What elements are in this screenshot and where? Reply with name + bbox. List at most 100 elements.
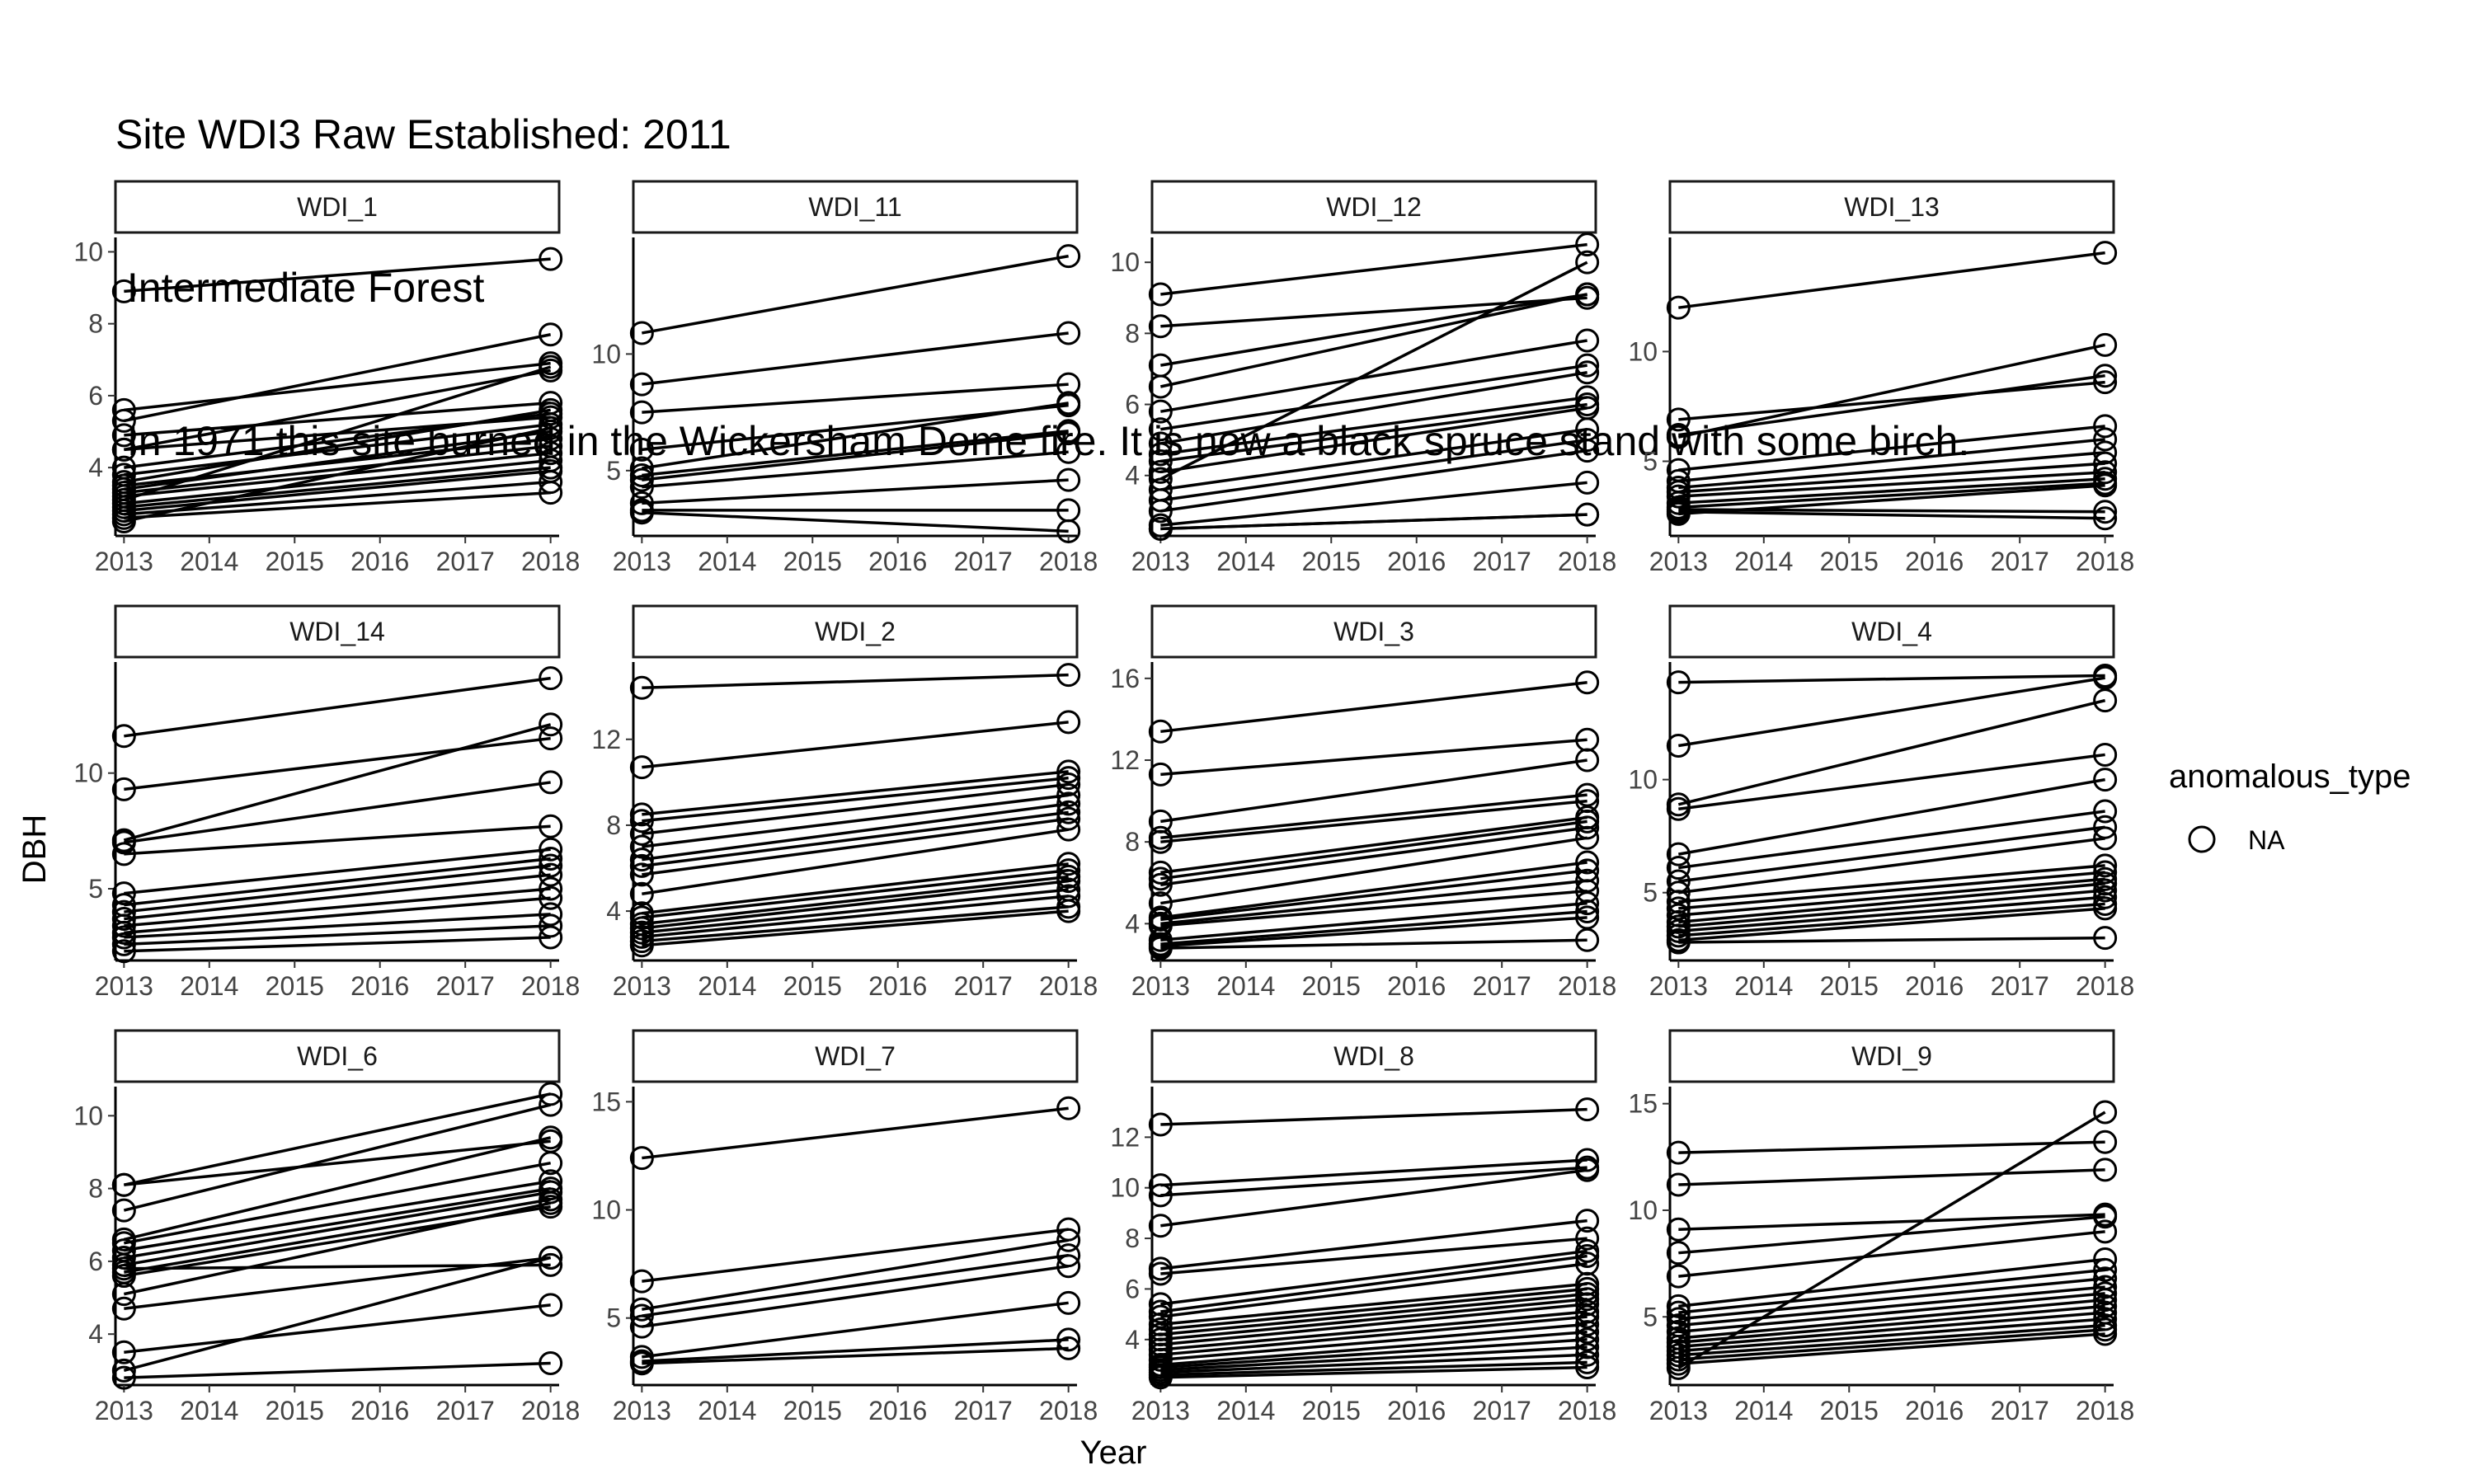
series-line <box>642 793 1069 848</box>
x-tick-label: 2013 <box>95 547 153 576</box>
series-line <box>1678 1328 2105 1361</box>
series-line <box>1160 293 1587 367</box>
data-point <box>1056 1336 1081 1360</box>
series-line <box>1678 373 2105 437</box>
data-point <box>1575 1226 1600 1251</box>
data-point <box>1575 1209 1600 1233</box>
series-line <box>1160 438 1587 502</box>
data-point <box>1666 930 1691 955</box>
x-tick-label: 2013 <box>613 971 671 1001</box>
data-point <box>2093 414 2118 439</box>
series-line <box>124 936 551 953</box>
data-point <box>1666 856 1691 881</box>
series-line <box>642 888 1069 934</box>
data-point <box>1666 501 1691 526</box>
data-point <box>1575 1342 1600 1367</box>
data-point <box>539 1092 563 1117</box>
series-line <box>123 426 552 524</box>
series-line <box>1160 799 1587 843</box>
series-line <box>1678 902 2105 937</box>
data-point <box>1666 1241 1691 1266</box>
series-line <box>124 913 551 939</box>
data-point <box>1148 1261 1173 1286</box>
series-line <box>642 862 1069 915</box>
data-point <box>539 1351 563 1376</box>
series-line <box>1159 293 1588 388</box>
x-tick-label: 2014 <box>1734 547 1793 576</box>
data-point <box>539 1180 563 1205</box>
data-point <box>2093 332 2118 357</box>
series-line <box>124 491 551 519</box>
series-line <box>123 1201 552 1296</box>
series-line <box>123 333 552 423</box>
x-tick-label: 2014 <box>180 547 238 576</box>
x-tick-label: 2013 <box>1649 1396 1708 1425</box>
data-point <box>1056 391 1081 416</box>
panel-wdi-11: WDI_11 2013 2014 2015 2016 2017 2018 5 10 <box>591 180 1098 576</box>
series-line <box>642 817 1069 876</box>
y-tick-label: 6 <box>88 1247 103 1276</box>
series-line <box>642 895 1069 939</box>
data-point <box>1056 806 1081 831</box>
data-point <box>1666 425 1691 449</box>
x-tick-label: 2016 <box>1905 1396 1964 1425</box>
data-point <box>539 902 563 927</box>
data-point <box>2093 742 2118 767</box>
data-point <box>2093 688 2118 713</box>
series-line <box>1160 1249 1587 1306</box>
data-point <box>2093 241 2118 265</box>
x-tick-label: 2017 <box>954 547 1013 576</box>
x-tick-label: 2018 <box>1558 547 1616 576</box>
series-line <box>1160 1315 1587 1356</box>
series-line <box>1160 819 1587 881</box>
series-line <box>124 1190 551 1267</box>
series-line <box>1160 402 1587 463</box>
data-point <box>111 1365 136 1390</box>
series-line <box>1160 861 1587 919</box>
panel-wdi-1: WDI_1 2013 2014 2015 2016 2017 2018 4 6 8 10 <box>73 180 580 576</box>
x-tick-label: 2013 <box>613 547 671 576</box>
series-line <box>642 1106 1069 1160</box>
data-point <box>2093 1158 2118 1182</box>
data-point <box>539 322 563 347</box>
data-point <box>1056 244 1081 269</box>
series-line <box>1160 1254 1587 1313</box>
x-tick-label: 2017 <box>436 1396 495 1425</box>
data-point <box>629 848 654 872</box>
data-point <box>629 1314 654 1339</box>
series-line <box>123 1256 552 1373</box>
strip-label: WDI_2 <box>815 617 896 646</box>
data-point <box>539 1252 563 1277</box>
data-point <box>1575 1097 1600 1122</box>
data-point <box>1148 1214 1173 1238</box>
series-line <box>1678 810 2105 870</box>
series-line <box>1160 938 1587 950</box>
series-line <box>123 1092 552 1186</box>
data-point <box>1056 817 1081 842</box>
data-point <box>111 842 136 866</box>
x-axis-title: Year <box>1080 1435 1147 1471</box>
series-line <box>1160 1107 1587 1126</box>
series-line <box>1678 864 2105 904</box>
data-point <box>629 1351 654 1376</box>
series-line <box>1160 1330 1587 1367</box>
series-line <box>1678 1140 2105 1154</box>
series-line <box>124 1198 551 1274</box>
y-tick-label: 10 <box>73 1101 103 1130</box>
y-tick-label: 4 <box>88 453 103 482</box>
series-line <box>642 510 1069 533</box>
data-point <box>2093 1275 2118 1299</box>
series-line <box>1160 826 1587 886</box>
data-point <box>1056 663 1081 688</box>
data-point <box>1056 899 1081 923</box>
data-point <box>111 1256 136 1281</box>
series-line <box>642 905 1069 943</box>
data-point <box>1575 670 1600 695</box>
data-point <box>1575 1355 1600 1380</box>
y-tick-label: 8 <box>88 1174 103 1204</box>
data-point <box>1056 421 1081 446</box>
x-tick-label: 2015 <box>266 547 324 576</box>
strip-label: WDI_1 <box>297 192 378 222</box>
series-line <box>124 369 551 452</box>
